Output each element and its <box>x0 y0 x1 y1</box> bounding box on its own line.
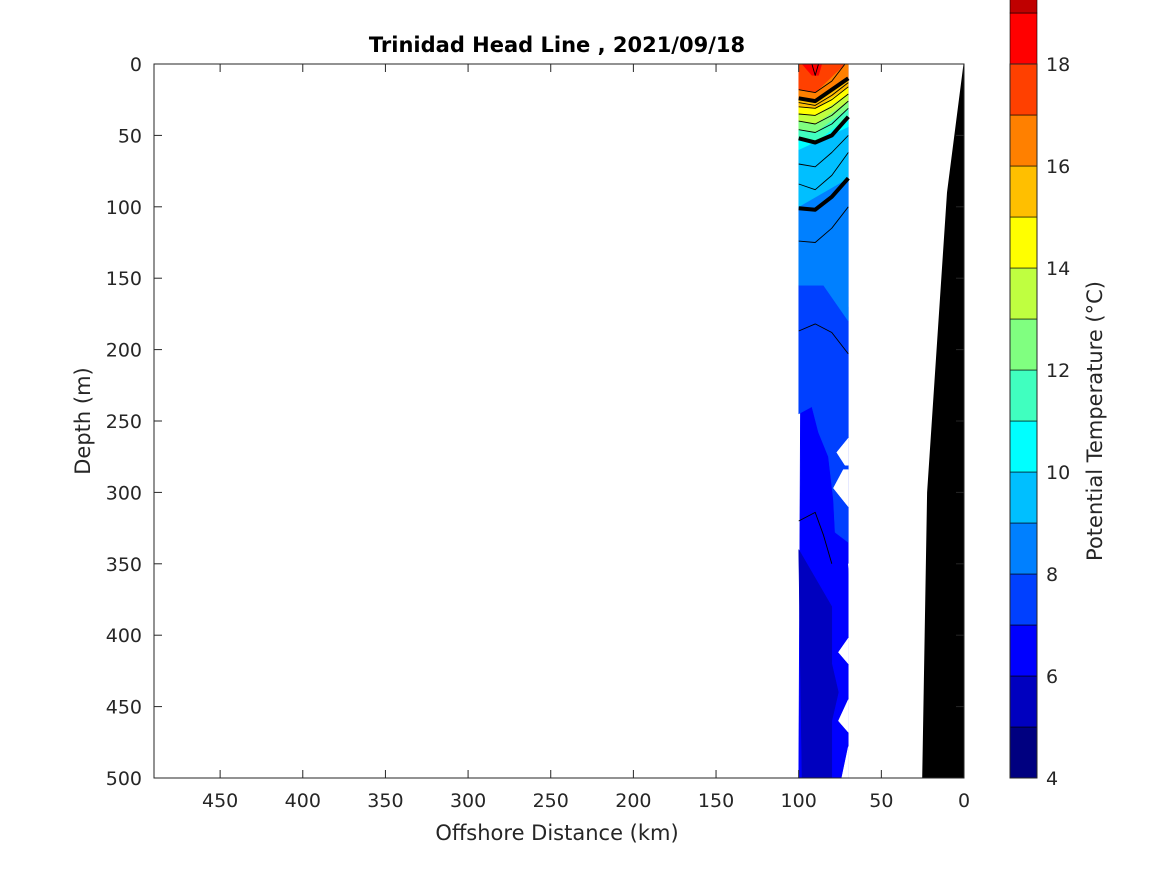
colorbar-swatch-17-18 <box>1009 63 1038 116</box>
contour-line-8-0 <box>798 176 850 212</box>
colorbar-tick-label-14: 14 <box>1046 258 1070 280</box>
no-data-region-1 <box>833 469 849 508</box>
contour-line-14-11 <box>798 86 849 109</box>
colorbar-swatch-7-8 <box>1009 573 1038 626</box>
y-tick-label-400: 400 <box>106 625 142 647</box>
contour-line-16-2 <box>798 76 850 104</box>
contour-line-12-9 <box>798 100 849 125</box>
x-tick-label-100: 100 <box>781 790 817 812</box>
colorbar-swatch-19-20 <box>1009 0 1038 14</box>
colorbar-swatch-13-14 <box>1009 267 1038 320</box>
contour-line-8.5-5 <box>798 206 849 243</box>
colorbar-swatch-8-9 <box>1009 522 1038 575</box>
contour-line-9-6 <box>798 152 849 191</box>
contour-line-13-10 <box>798 93 849 116</box>
colorbar-swatches <box>1009 0 1038 779</box>
colorbar-tick-label-18: 18 <box>1046 54 1070 76</box>
contour-line-10-1 <box>798 115 850 145</box>
no-data-region-4 <box>838 699 849 733</box>
chart-title: Trinidad Head Line , 2021/09/18 <box>369 33 745 57</box>
x-tick-label-400: 400 <box>285 790 321 812</box>
colorbar-tick-label-6: 6 <box>1046 666 1058 688</box>
y-tick-label-500: 500 <box>106 768 142 790</box>
colorbar-label: Potential Temperature (°C) <box>1083 281 1107 561</box>
colorbar-tick-label-16: 16 <box>1046 156 1070 178</box>
x-tick-label-250: 250 <box>533 790 569 812</box>
colorbar-swatch-15-16 <box>1009 165 1038 218</box>
colorbar-swatch-6-7 <box>1009 624 1038 677</box>
colorbar-swatch-16-17 <box>1009 114 1038 167</box>
x-axis-ticks: 450 400 350 300 250 200 150 100 50 0 <box>202 64 970 812</box>
colorbar-swatch-14-15 <box>1009 216 1038 269</box>
y-tick-label-350: 350 <box>106 554 142 576</box>
colorbar-swatch-18-19 <box>1009 12 1038 65</box>
y-axis-label: Depth (m) <box>71 367 95 474</box>
colorbar-ticks: 4 6 8 10 12 14 16 18 <box>1046 54 1070 790</box>
colorbar-tick-label-4: 4 <box>1046 768 1058 790</box>
contour-line-17-13 <box>798 63 846 94</box>
contour-line-18-14 <box>811 63 819 76</box>
no-data-regions <box>833 437 856 779</box>
y-tick-label-250: 250 <box>106 411 142 433</box>
x-tick-label-50: 50 <box>869 790 893 812</box>
x-tick-label-450: 450 <box>202 790 238 812</box>
x-axis-label: Offshore Distance (km) <box>435 821 678 845</box>
y-tick-label-300: 300 <box>106 482 142 504</box>
y-tick-label-200: 200 <box>106 340 142 362</box>
colorbar-tick-label-8: 8 <box>1046 564 1058 586</box>
x-tick-label-0: 0 <box>958 790 970 812</box>
contour-line-7-4 <box>798 323 849 355</box>
x-tick-label-200: 200 <box>615 790 651 812</box>
x-tick-label-300: 300 <box>450 790 486 812</box>
colorbar-swatch-5-6 <box>1009 675 1038 728</box>
colorbar-swatch-4-5 <box>1009 726 1038 779</box>
temperature-band-8-9-3 <box>798 177 849 322</box>
colorbar-swatch-9-10 <box>1009 471 1038 524</box>
colorbar: 4 6 8 10 12 14 16 18 <box>1009 0 1070 790</box>
y-tick-label-450: 450 <box>106 697 142 719</box>
contour-line-9.5-7 <box>798 135 849 168</box>
x-tick-label-350: 350 <box>367 790 403 812</box>
colorbar-tick-label-12: 12 <box>1046 360 1070 382</box>
y-tick-label-100: 100 <box>106 197 142 219</box>
y-tick-label-150: 150 <box>106 268 142 290</box>
temperature-fill-layers <box>798 63 849 779</box>
colorbar-frame <box>1009 63 1038 779</box>
contour-line-11-8 <box>798 107 849 133</box>
no-data-region-0 <box>836 437 849 466</box>
contour-lines <box>798 63 850 564</box>
no-data-region-3 <box>838 637 849 665</box>
no-data-region-2 <box>848 563 856 639</box>
y-tick-label-0: 0 <box>130 54 142 76</box>
colorbar-swatch-12-13 <box>1009 318 1038 371</box>
contour-line-15-12 <box>798 82 849 106</box>
contour-line-6-3 <box>798 511 833 564</box>
y-axis-ticks: 0 50 100 150 200 250 300 350 400 450 500 <box>106 54 964 790</box>
plot-area: 450 400 350 300 250 200 150 100 50 0 050100150200… <box>106 54 970 812</box>
y-tick-label-50: 50 <box>118 125 142 147</box>
x-tick-label-150: 150 <box>698 790 734 812</box>
colorbar-tick-label-10: 10 <box>1046 462 1070 484</box>
colorbar-swatch-10-11 <box>1009 420 1038 473</box>
colorbar-swatch-11-12 <box>1009 369 1038 422</box>
